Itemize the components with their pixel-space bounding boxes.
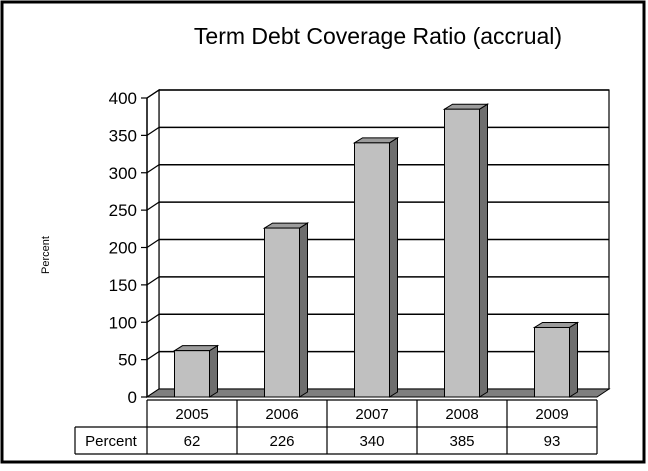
table-cell-value: 340: [359, 433, 384, 450]
gridline-diagonal: [146, 201, 160, 211]
bar-top: [532, 321, 580, 328]
bar-front: [174, 350, 210, 398]
y-tick-label: 100: [109, 313, 137, 332]
bar-side: [299, 222, 308, 398]
y-tick-label: 300: [109, 164, 137, 183]
y-tick-label: 400: [109, 89, 137, 108]
y-tick-label: 350: [109, 126, 137, 145]
bar-front: [444, 108, 480, 398]
gridline-diagonal: [146, 351, 160, 361]
y-axis-label: Percent: [40, 236, 52, 274]
bar-2008: [442, 103, 490, 398]
gridline-diagonal: [146, 89, 160, 99]
bar-top: [262, 222, 310, 229]
x-category-label: 2007: [355, 406, 388, 423]
gridline-diagonal: [146, 313, 160, 323]
table-cell-value: 385: [449, 433, 474, 450]
y-tick-label: 150: [109, 276, 137, 295]
table-cell-value: 226: [269, 433, 294, 450]
bar-side: [569, 321, 578, 398]
table-cell-value: 62: [184, 433, 201, 450]
gridline-diagonal: [146, 126, 160, 136]
bar-side: [389, 136, 398, 398]
bars: [172, 103, 580, 398]
chart-title: Term Debt Coverage Ratio (accrual): [194, 23, 562, 49]
bar-side: [209, 344, 218, 398]
bar-front: [534, 326, 570, 398]
y-axis-ticks: 0 50 100 150 200 250 300 350 400: [109, 89, 148, 407]
bar-2006: [262, 222, 310, 398]
data-table: 2005 62 2006 226 2007 340 2008 385 2009 93 Percent: [74, 399, 598, 455]
bar-2007: [352, 136, 400, 398]
bar-front: [264, 227, 300, 398]
bar-2005: [172, 344, 220, 398]
x-category-label: 2008: [445, 406, 478, 423]
bar-2009: [532, 321, 580, 398]
y-tick-label: 50: [118, 351, 137, 370]
table-row-label: Percent: [85, 433, 138, 450]
table-cell-value: 93: [544, 433, 561, 450]
gridline-diagonal: [146, 164, 160, 174]
bar-side: [479, 103, 488, 398]
bar-top: [352, 137, 400, 144]
bar-front: [354, 142, 390, 398]
y-tick-label: 250: [109, 201, 137, 220]
y-tick-label: 200: [109, 239, 137, 258]
gridline-diagonal: [146, 276, 160, 286]
bar-top: [442, 103, 490, 110]
x-category-label: 2006: [265, 406, 298, 423]
bar-top: [172, 345, 220, 352]
x-category-label: 2005: [175, 406, 208, 423]
gridline-diagonal: [146, 239, 160, 248]
x-category-label: 2009: [535, 406, 568, 423]
y-tick-label: 0: [128, 388, 137, 407]
